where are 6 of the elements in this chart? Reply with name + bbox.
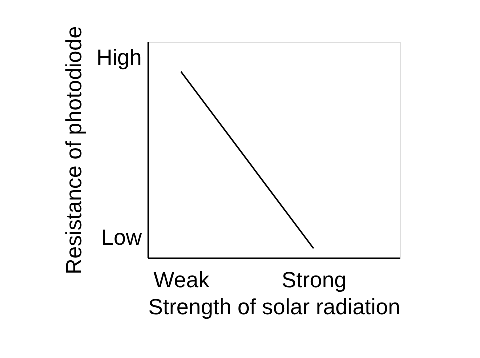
x-tick-label: Weak [154, 268, 211, 292]
text: High [96, 44, 142, 70]
x-axis-title: Strength of solar radiation [148, 294, 400, 320]
x-tick-label: Strong [282, 268, 347, 292]
y-axis-title: Resistance of photodiode [62, 26, 86, 275]
text: Low [102, 224, 142, 250]
